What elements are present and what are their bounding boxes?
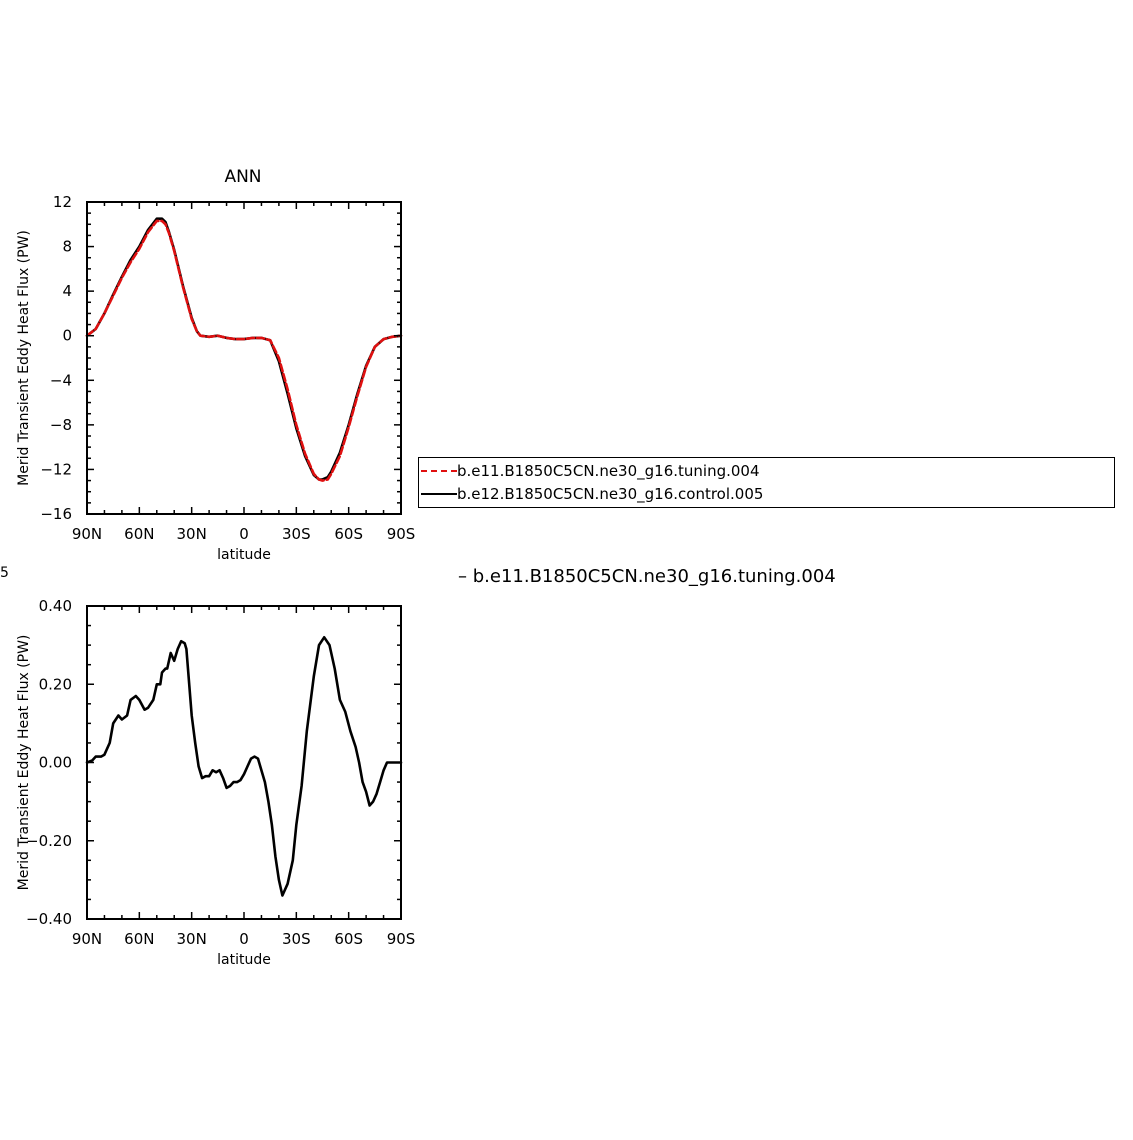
- x-tick-label: 60S: [334, 525, 363, 543]
- legend-label-control: b.e12.B1850C5CN.ne30_g16.control.005: [457, 485, 764, 503]
- chart-panel-1: 90N 60N 30N 0 30S 60S 90S −16 −12 −8 −4 0 4 8 12 latitu…: [16, 167, 415, 563]
- chart-title: ANN: [224, 167, 261, 187]
- x-tick-label: 0: [239, 525, 249, 543]
- x-tick-label: 30S: [282, 525, 311, 543]
- series-line-1: [85, 219, 403, 482]
- x-tick-label: 30N: [177, 930, 207, 948]
- series-line-1: [85, 636, 403, 897]
- y-tick-label: 0.20: [39, 675, 72, 693]
- x-tick-label: 60S: [334, 930, 363, 948]
- x-tick-label: 0: [239, 930, 249, 948]
- legend-label-tuning: b.e11.B1850C5CN.ne30_g16.tuning.004: [457, 462, 760, 480]
- y-tick-label: 0.40: [39, 597, 72, 615]
- y-tick-label: −4: [50, 371, 72, 389]
- y-tick-label: −12: [40, 460, 72, 478]
- plot-frame: [86, 605, 402, 920]
- x-axis-label: latitude: [217, 952, 271, 968]
- x-tick-label: 60N: [124, 930, 154, 948]
- diff-legend-dash: –: [458, 566, 467, 587]
- diff-legend-label: b.e11.B1850C5CN.ne30_g16.tuning.004: [472, 566, 836, 587]
- y-axis-label: Merid Transient Eddy Heat Flux (PW): [16, 635, 32, 891]
- x-axis-label: latitude: [217, 547, 271, 563]
- x-tick-label: 90S: [387, 525, 416, 543]
- legend-swatch-solid-black: [421, 493, 457, 495]
- y-tick-label: 0.00: [39, 754, 72, 772]
- x-tick-label: 90N: [72, 525, 102, 543]
- y-tick-label: 0: [62, 327, 72, 345]
- legend-swatch-dashed-red: [421, 470, 457, 472]
- diff-legend: – b.e11.B1850C5CN.ne30_g16.tuning.004: [458, 566, 836, 587]
- plot-frame: [86, 201, 402, 515]
- legend-item-control: b.e12.B1850C5CN.ne30_g16.control.005: [419, 483, 763, 505]
- clipped-text-fragment: 5: [0, 565, 9, 581]
- y-tick-label: 8: [62, 238, 72, 256]
- y-tick-label: 4: [62, 282, 72, 300]
- y-tick-label: −8: [50, 416, 72, 434]
- x-tick-label: 90N: [72, 930, 102, 948]
- x-tick-label: 60N: [124, 525, 154, 543]
- x-tick-label: 30S: [282, 930, 311, 948]
- y-axis-label: Merid Transient Eddy Heat Flux (PW): [16, 230, 32, 486]
- y-tick-label: −16: [40, 505, 72, 523]
- y-tick-label: −0.40: [26, 910, 72, 928]
- chart-panel-2: 90N 60N 30N 0 30S 60S 90S −0.40 −0.20 0.00 0.20 0.4…: [16, 597, 415, 968]
- x-tick-label: 30N: [177, 525, 207, 543]
- x-tick-label: 90S: [387, 930, 416, 948]
- y-tick-label: −0.20: [26, 832, 72, 850]
- y-tick-label: 12: [53, 193, 72, 211]
- legend-box: b.e11.B1850C5CN.ne30_g16.tuning.004 b.e1…: [418, 457, 1115, 508]
- legend-item-tuning: b.e11.B1850C5CN.ne30_g16.tuning.004: [419, 460, 760, 482]
